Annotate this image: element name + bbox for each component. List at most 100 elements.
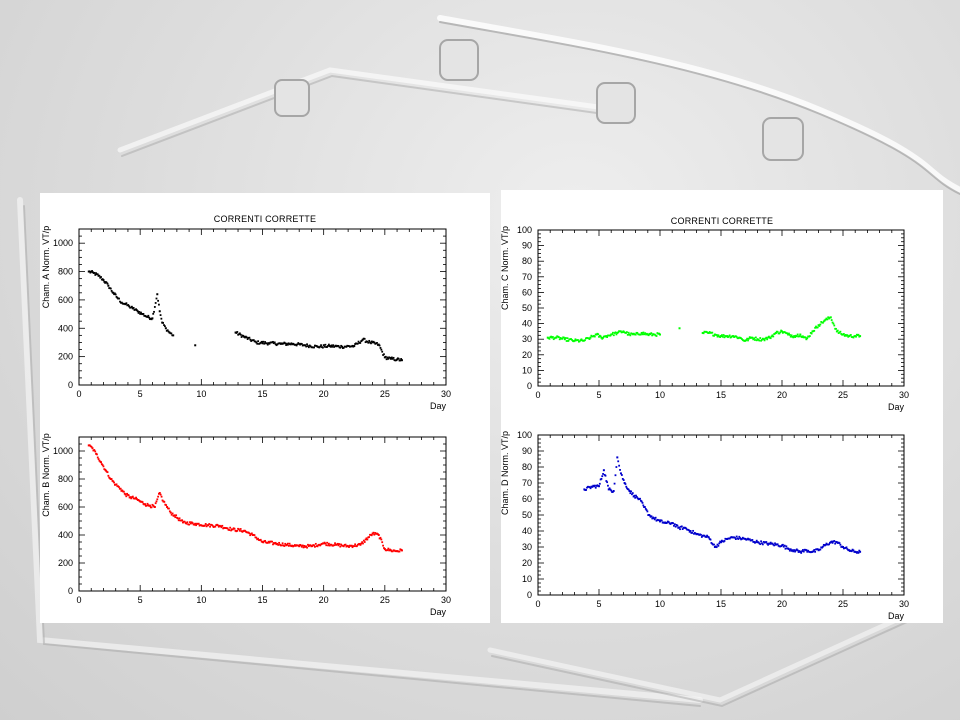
data-point: [611, 333, 613, 336]
y-tick-label: 80: [522, 462, 532, 472]
data-point: [678, 526, 681, 529]
data-point: [286, 342, 288, 345]
x-axis-label: Day: [430, 607, 447, 617]
data-point: [859, 550, 862, 553]
data-point: [753, 337, 756, 340]
data-point: [307, 345, 309, 347]
x-tick-label: 10: [655, 390, 665, 400]
x-tick-label: 20: [319, 595, 329, 605]
data-point: [788, 549, 791, 552]
data-point: [728, 334, 731, 337]
data-point: [244, 529, 246, 532]
data-point: [642, 331, 645, 334]
data-point: [131, 495, 134, 498]
data-point: [647, 334, 650, 337]
data-point: [826, 318, 829, 321]
data-point: [617, 460, 620, 463]
data-point: [320, 344, 322, 347]
data-point: [365, 340, 368, 343]
data-point: [747, 537, 749, 540]
data-point: [606, 336, 609, 339]
data-point: [700, 536, 703, 538]
data-point: [121, 489, 124, 492]
data-point: [574, 338, 577, 341]
data-point: [329, 345, 332, 348]
data-point: [387, 357, 390, 360]
x-tick-label: 30: [441, 389, 451, 399]
y-tick-label: 600: [58, 295, 73, 305]
data-point: [717, 334, 720, 337]
bg-mounting-blocks: [274, 39, 804, 161]
data-point: [650, 332, 653, 335]
data-point: [768, 335, 770, 338]
data-point: [246, 338, 249, 340]
data-point: [92, 449, 95, 452]
data-point: [115, 483, 118, 486]
data-point: [290, 342, 293, 345]
data-point: [639, 497, 641, 500]
x-tick-label: 20: [319, 389, 329, 399]
data-point: [137, 312, 140, 314]
data-point: [788, 332, 790, 335]
data-point: [387, 547, 390, 550]
data-point: [330, 543, 333, 546]
data-point: [815, 325, 817, 328]
data-point: [159, 314, 162, 317]
data-point: [164, 327, 167, 330]
data-point: [331, 345, 334, 348]
data-point: [233, 527, 236, 530]
data-point: [285, 344, 287, 346]
data-point: [707, 536, 710, 539]
data-point: [107, 284, 110, 287]
data-point: [673, 523, 676, 526]
data-point: [350, 544, 353, 547]
data-point: [607, 484, 609, 487]
x-axis-label: Day: [430, 401, 447, 411]
data-point: [158, 303, 160, 306]
data-point: [228, 529, 231, 531]
y-tick-label: 1000: [53, 238, 73, 248]
data-point: [622, 479, 625, 481]
data-point: [324, 343, 327, 346]
data-point: [91, 270, 93, 272]
data-point: [323, 345, 326, 348]
data-point: [726, 335, 729, 338]
data-point: [355, 545, 358, 548]
data-point: [286, 542, 289, 545]
data-point: [272, 543, 274, 546]
data-point: [265, 342, 268, 345]
data-point: [601, 475, 604, 478]
data-point: [288, 542, 291, 545]
data-point: [565, 340, 568, 342]
data-point: [370, 340, 373, 343]
data-point: [624, 483, 627, 485]
y-tick-label: 200: [58, 558, 73, 568]
data-point: [142, 313, 145, 315]
y-tick-label: 90: [522, 241, 532, 251]
data-point: [605, 480, 608, 482]
data-point: [284, 342, 287, 345]
data-point: [137, 498, 140, 501]
data-point: [585, 337, 588, 339]
data-point: [627, 488, 630, 491]
data-point: [651, 517, 654, 520]
data-point: [162, 322, 165, 324]
data-point: [741, 338, 743, 340]
data-point: [348, 546, 350, 548]
data-point: [160, 495, 163, 498]
right-chart-panel: CORRENTI CORRETTE 0 5 10 15 20 25 30 0 10 20 30 40 5…: [501, 190, 943, 623]
data-point: [824, 318, 827, 321]
data-point: [360, 542, 363, 545]
data-point: [153, 310, 155, 313]
data-point: [386, 549, 389, 551]
data-point: [110, 289, 113, 292]
data-point: [208, 523, 211, 525]
x-tick-label: 15: [257, 595, 267, 605]
data-point: [594, 484, 596, 487]
data-point: [328, 544, 331, 547]
data-point: [769, 337, 772, 340]
y-tick-label: 400: [58, 323, 73, 333]
data-point: [836, 329, 839, 332]
data-point: [654, 516, 657, 519]
data-point: [616, 456, 619, 459]
